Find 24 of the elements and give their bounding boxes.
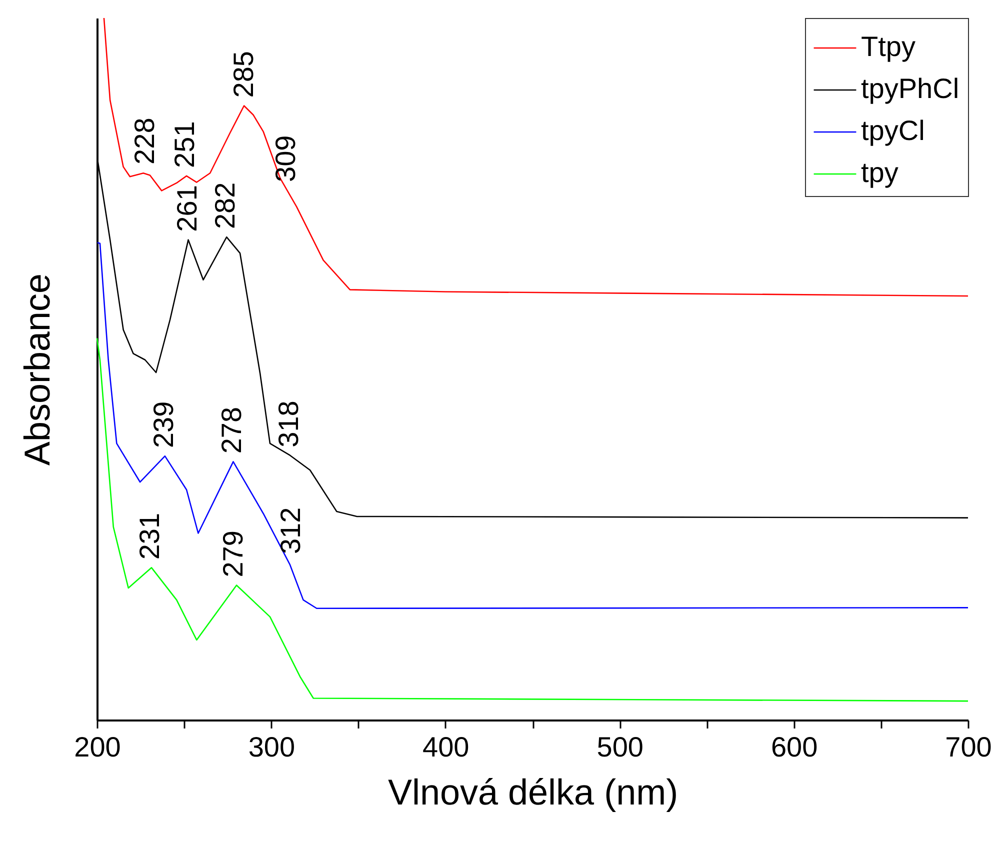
- annotation: 282: [210, 182, 241, 230]
- legend-label: tpy: [861, 157, 898, 188]
- x-axis-title: Vlnová délka (nm): [388, 772, 678, 812]
- annotation: 279: [218, 530, 249, 578]
- x-tick-label: 600: [770, 732, 818, 762]
- y-axis-title: Absorbance: [16, 273, 58, 466]
- x-tick-label: 500: [596, 732, 644, 762]
- annotation: 309: [270, 135, 301, 182]
- x-tick-label: 200: [74, 732, 121, 762]
- annotation: 312: [275, 507, 306, 554]
- legend-label: tpyPhCl: [861, 73, 960, 104]
- x-tick-label: 700: [945, 732, 992, 762]
- annotation: 251: [168, 121, 200, 168]
- x-tick-label: 300: [248, 732, 296, 762]
- annotation: 231: [134, 512, 165, 560]
- annotation: 278: [216, 406, 247, 454]
- annotation: 285: [228, 51, 260, 98]
- annotation: 239: [148, 401, 179, 448]
- annotation: 318: [273, 400, 304, 448]
- legend-label: Ttpy: [861, 31, 916, 62]
- x-tick-label: 400: [422, 732, 470, 762]
- legend-label: tpyCl: [861, 115, 925, 146]
- annotation: 261: [171, 185, 202, 232]
- annotation: 228: [128, 118, 160, 164]
